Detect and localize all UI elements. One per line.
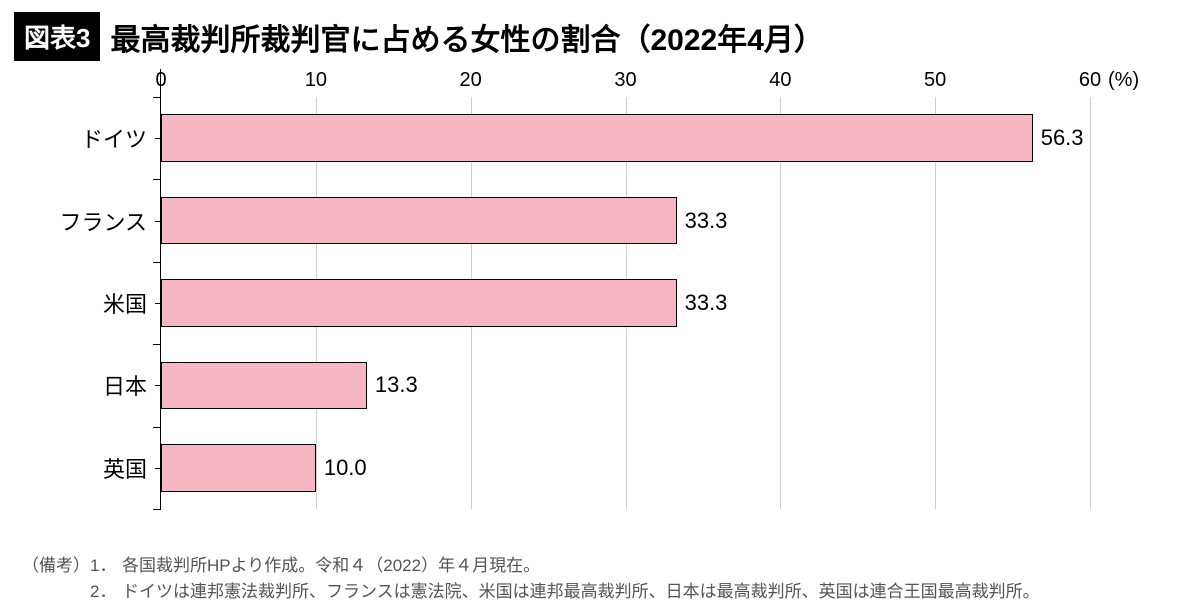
bar [161, 279, 677, 327]
chart-title: 最高裁判所裁判官に占める女性の割合（2022年4月） [110, 15, 823, 59]
notes-text: ドイツは連邦憲法裁判所、フランスは憲法院、米国は連邦最高裁判所、日本は最高裁判所… [122, 579, 1178, 605]
bar [161, 114, 1033, 162]
notes-lead: （備考） [22, 553, 90, 579]
x-tick-label: 0 [155, 69, 166, 92]
category-label: 米国 [103, 287, 161, 319]
x-tick-label: 20 [460, 69, 482, 92]
x-tick-label: 60 [1079, 69, 1101, 92]
bar-row: ドイツ56.3 [161, 114, 1090, 162]
x-unit-label: (%) [1108, 69, 1139, 92]
notes-text: 各国裁判所HPより作成。令和４（2022）年４月現在。 [122, 553, 1178, 579]
y-tick [153, 262, 161, 263]
x-tick-label: 40 [769, 69, 791, 92]
chart-header: 図表3 最高裁判所裁判官に占める女性の割合（2022年4月） [0, 0, 1200, 69]
value-label: 33.3 [685, 208, 728, 234]
bar-row: 日本13.3 [161, 362, 1090, 410]
bar-row: 米国33.3 [161, 279, 1090, 327]
y-tick [153, 179, 161, 180]
category-label: フランス [59, 205, 161, 237]
value-label: 56.3 [1041, 125, 1084, 151]
y-tick [153, 509, 161, 510]
bar-row: フランス33.3 [161, 197, 1090, 245]
bar [161, 444, 316, 492]
plot-area: ドイツ56.3 フランス33.3 米国33.3 日本13.3 英国10.0 [161, 97, 1090, 509]
value-label: 10.0 [324, 455, 367, 481]
x-tick-label: 30 [614, 69, 636, 92]
y-tick [153, 97, 161, 98]
bar [161, 197, 677, 245]
category-label: ドイツ [81, 122, 161, 154]
value-label: 33.3 [685, 290, 728, 316]
notes-index: 1． [90, 553, 122, 579]
x-tick-label: 10 [305, 69, 327, 92]
y-tick [153, 344, 161, 345]
x-axis: 0102030405060(%) [161, 69, 1090, 97]
category-label: 日本 [103, 369, 161, 401]
bar-row: 英国10.0 [161, 444, 1090, 492]
category-label: 英国 [103, 452, 161, 484]
gridline [1090, 97, 1091, 509]
x-tick-label: 50 [924, 69, 946, 92]
chart-area: 0102030405060(%) ドイツ56.3フランス33.3米国33.3日本… [20, 69, 1180, 509]
value-label: 13.3 [375, 372, 418, 398]
notes-index: 2． [90, 579, 122, 605]
figure-badge: 図表3 [14, 12, 100, 61]
bar [161, 362, 367, 410]
chart-notes: （備考） 1． 各国裁判所HPより作成。令和４（2022）年４月現在。 （備考）… [22, 553, 1178, 604]
y-tick [153, 427, 161, 428]
bar-chart: 0102030405060(%) ドイツ56.3フランス33.3米国33.3日本… [160, 69, 1090, 509]
